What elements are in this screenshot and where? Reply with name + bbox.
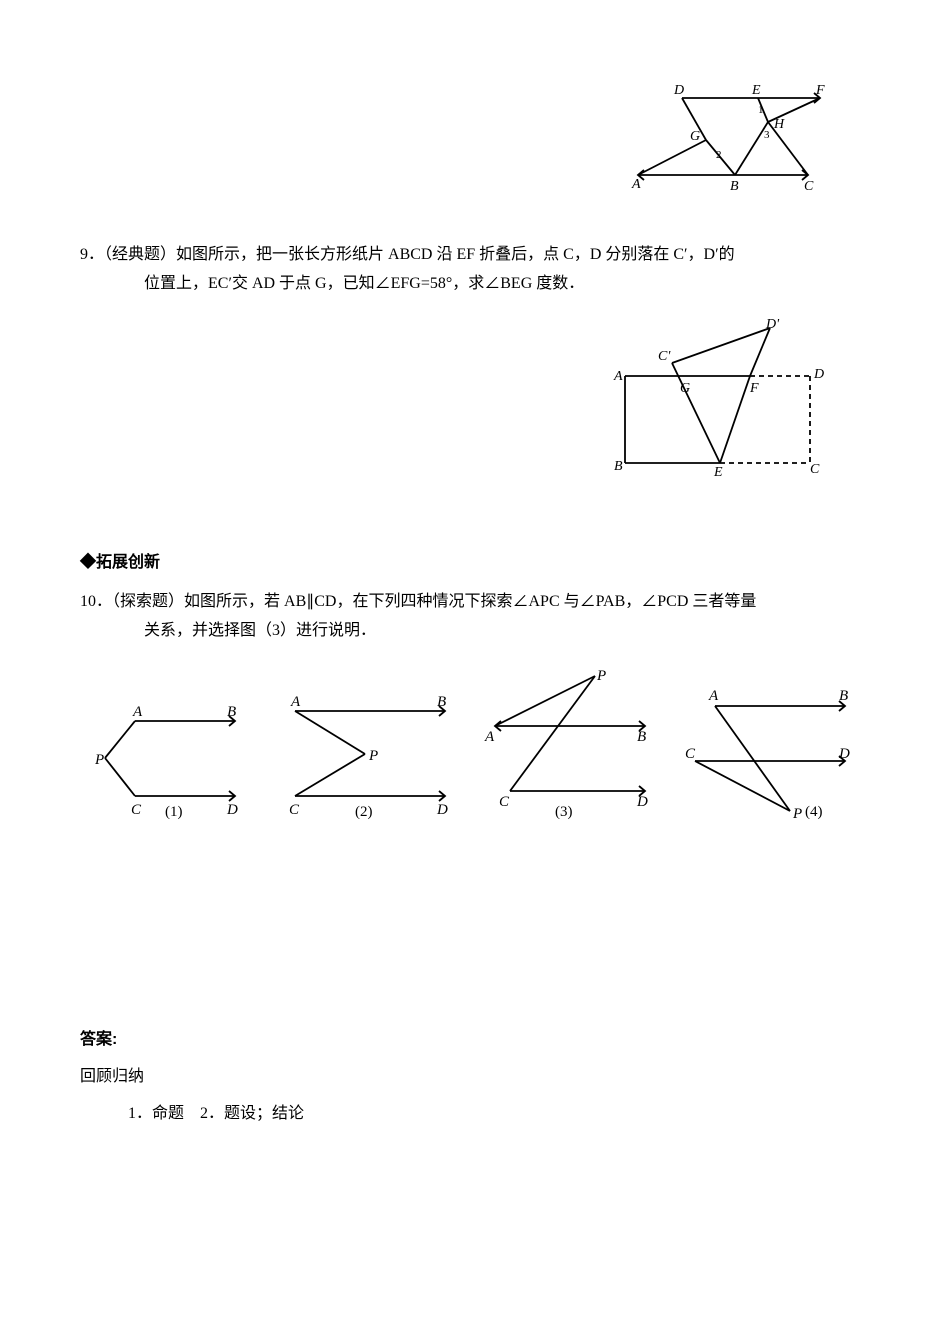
lbl-C: C <box>804 179 814 190</box>
svg-text:C: C <box>131 802 142 818</box>
svg-text:D: D <box>436 802 448 818</box>
section-extend: ◆拓展创新 <box>80 549 870 578</box>
fig10-sub1: (1) <box>165 804 183 820</box>
svg-text:B: B <box>637 729 646 745</box>
p9-number: 9． <box>80 246 104 263</box>
svg-text:D: D <box>838 746 850 762</box>
p9-tag: （经典题） <box>104 246 176 263</box>
lbl9-D: D <box>813 367 824 382</box>
svg-text:B: B <box>437 694 446 710</box>
problem9-figure: A B C D E F G C' D' <box>80 318 830 489</box>
lbl9-B: B <box>614 459 623 474</box>
answers-sub: 回顾归纳 <box>80 1063 870 1092</box>
lbl9-C: C <box>810 462 820 477</box>
lbl9-Dp: D' <box>765 318 780 332</box>
lbl-A: A <box>631 177 641 190</box>
svg-text:D: D <box>226 802 238 818</box>
fig10-sub2: (2) <box>355 804 373 820</box>
p10-number: 10． <box>80 593 112 610</box>
lbl-F: F <box>815 83 825 98</box>
svg-text:B: B <box>839 688 848 704</box>
lbl-B: B <box>730 179 739 190</box>
fig8-svg: A B C D E F G H 1 2 3 <box>630 80 830 190</box>
p10-tag: （探索题） <box>112 593 184 610</box>
svg-text:A: A <box>132 704 143 720</box>
svg-text:C: C <box>499 794 510 810</box>
lbl-H: H <box>773 117 785 132</box>
svg-text:A: A <box>708 688 719 704</box>
svg-text:A: A <box>484 729 495 745</box>
svg-text:P: P <box>368 748 378 764</box>
problem10: 10．（探索题）如图所示，若 AB∥CD，在下列四种情况下探索∠APC 与∠PA… <box>80 588 870 646</box>
lbl-a1: 1 <box>758 104 764 116</box>
lbl9-A: A <box>613 369 623 384</box>
answers-header: 答案: <box>80 1026 870 1055</box>
p9-line2: 位置上，EC′交 AD 于点 G，已知∠EFG=58°，求∠BEG 度数． <box>144 270 870 299</box>
lbl-a2: 2 <box>716 149 722 161</box>
svg-text:P: P <box>792 806 802 822</box>
svg-text:P: P <box>95 752 104 768</box>
lbl-G: G <box>690 129 700 144</box>
svg-text:B: B <box>227 704 236 720</box>
p9-line1: 如图所示，把一张长方形纸片 ABCD 沿 EF 折叠后，点 C，D 分别落在 C… <box>176 246 735 263</box>
fig9-svg: A B C D E F G C' D' <box>610 318 830 478</box>
p10-line2: 关系，并选择图（3）进行说明． <box>144 617 870 646</box>
svg-text:D: D <box>636 794 648 810</box>
problem9-text-line1: 9．（经典题）如图所示，把一张长方形纸片 ABCD 沿 EF 折叠后，点 C，D… <box>80 241 870 270</box>
problem10-text-line1: 10．（探索题）如图所示，若 AB∥CD，在下列四种情况下探索∠APC 与∠PA… <box>80 588 870 617</box>
lbl9-Cp: C' <box>658 349 671 364</box>
svg-text:P: P <box>596 668 606 684</box>
svg-text:C: C <box>289 802 300 818</box>
lbl9-G: G <box>680 381 690 396</box>
problem10-figure: A B C D P (1) A B C D P (2) <box>80 666 870 847</box>
lbl9-F: F <box>749 381 759 396</box>
answers-items: 1．命题 2．题设；结论 <box>128 1100 870 1129</box>
svg-text:C: C <box>685 746 696 762</box>
problem8-figure: A B C D E F G H 1 2 3 <box>80 80 830 201</box>
lbl9-E: E <box>713 465 723 478</box>
svg-text:A: A <box>290 694 301 710</box>
lbl-a3: 3 <box>764 129 770 141</box>
fig10-sub3: (3) <box>555 804 573 820</box>
lbl-D: D <box>673 83 684 98</box>
fig10-svg: A B C D P (1) A B C D P (2) <box>95 666 855 836</box>
problem9: 9．（经典题）如图所示，把一张长方形纸片 ABCD 沿 EF 折叠后，点 C，D… <box>80 241 870 299</box>
p10-line1: 如图所示，若 AB∥CD，在下列四种情况下探索∠APC 与∠PAB，∠PCD 三… <box>184 593 756 610</box>
fig10-sub4: (4) <box>805 804 823 820</box>
lbl-E: E <box>751 83 761 98</box>
